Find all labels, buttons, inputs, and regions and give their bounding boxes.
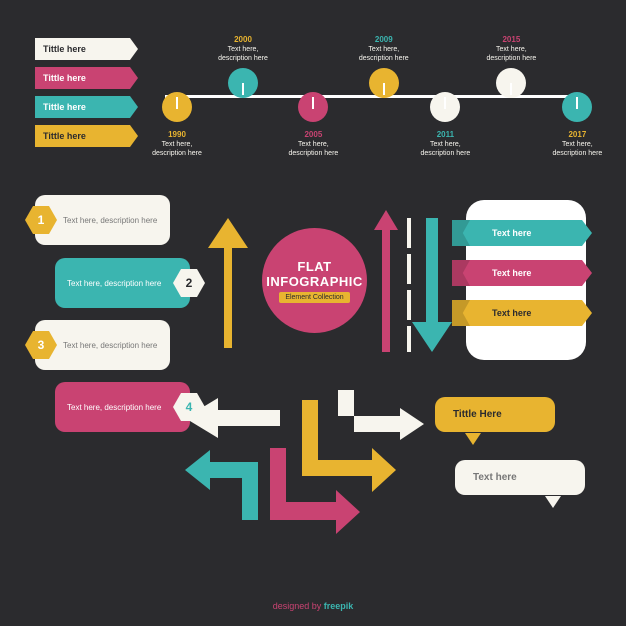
ribbon-item: Text here <box>452 260 582 286</box>
timeline-stem <box>510 83 512 95</box>
footer-brand: freepik <box>324 601 354 611</box>
timeline-stem <box>576 97 578 109</box>
l-arrow-magenta <box>270 448 360 534</box>
footer-by: designed by <box>273 601 324 611</box>
timeline-label: 2017Text here, description here <box>547 130 607 159</box>
timeline-label: 2005Text here, description here <box>283 130 343 159</box>
timeline-label: 2009Text here, description here <box>354 35 414 64</box>
divider-vertical <box>407 218 411 352</box>
footer-credit: designed by freepik <box>0 601 626 611</box>
timeline-label: 2000Text here, description here <box>213 35 273 64</box>
arrow-up-yellow <box>208 218 248 348</box>
timeline-label: 2011Text here, description here <box>415 130 475 159</box>
center-badge: FLAT INFOGRAPHIC Element Collection <box>262 228 367 333</box>
center-subtitle: Element Collection <box>279 292 349 303</box>
bubble-tail-icon <box>545 496 561 508</box>
arrow-down-teal <box>412 218 452 352</box>
arrow-up-magenta <box>374 210 398 352</box>
flag-item: Tittle here <box>35 125 130 147</box>
flag-item: Tittle here <box>35 67 130 89</box>
center-title-2: INFOGRAPHIC <box>266 274 363 289</box>
timeline-stem <box>312 97 314 109</box>
hex-card: Text here, description here <box>55 382 190 432</box>
hex-card: Text here, description here <box>55 258 190 308</box>
ribbon-item: Text here <box>452 300 582 326</box>
ribbon-item: Text here <box>452 220 582 246</box>
bubble-tail-icon <box>465 433 481 445</box>
timeline-stem <box>383 83 385 95</box>
timeline-label: 1990Text here, description here <box>147 130 207 159</box>
timeline: 1990Text here, description here2000Text … <box>155 35 596 165</box>
ribbon-card: Text hereText hereText here <box>466 200 586 360</box>
center-title-1: FLAT <box>297 259 331 274</box>
flag-list: Tittle here Tittle here Tittle here Tittle … <box>35 38 130 154</box>
speech-bubble: Text here <box>455 460 585 495</box>
flag-item: Tittle here <box>35 96 130 118</box>
timeline-label: 2015Text here, description here <box>481 35 541 64</box>
timeline-stem <box>176 97 178 109</box>
l-arrow-yellow <box>302 400 396 492</box>
speech-bubble: Tittle Here <box>435 397 555 432</box>
flag-item: Tittle here <box>35 38 130 60</box>
l-arrow-white <box>338 390 424 440</box>
timeline-stem <box>444 97 446 109</box>
timeline-stem <box>242 83 244 95</box>
l-arrow-teal <box>185 450 258 520</box>
